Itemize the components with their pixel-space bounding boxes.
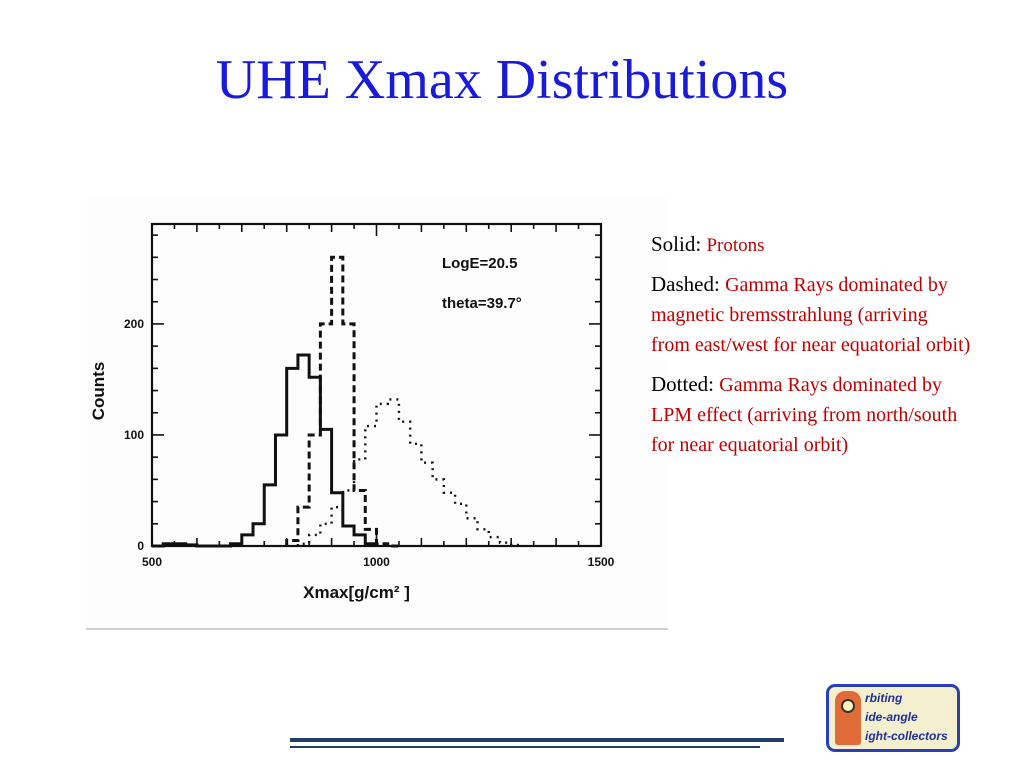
legend-description: Gamma Rays dominated by magnetic bremsst… [651, 274, 971, 356]
y-tick-label: 200 [124, 317, 144, 331]
histogram-solid-line [152, 353, 378, 548]
x-tick-label: 1500 [588, 555, 615, 569]
histogram-dashed-line [285, 255, 399, 548]
slide-title: UHE Xmax Distributions [215, 49, 789, 111]
owl-eye-icon [841, 699, 855, 713]
histogram-figure: 500 1000 1500 0 100 200 Xmax[g/cm² ] Counts LogE… [86, 196, 668, 628]
owl-logo: rbiting ide-angle ight-collectors [826, 684, 960, 752]
x-tick-label: 1000 [363, 555, 390, 569]
plot-frame [150, 222, 603, 548]
legend-item-solid: Solid: Protons [651, 230, 971, 260]
legend-description: Gamma Rays dominated by LPM effect (arri… [651, 374, 958, 456]
chart-annotation: LogE=20.5 [442, 255, 517, 272]
footer-rule-thin [290, 746, 760, 748]
y-tick-label: 100 [124, 428, 144, 442]
x-tick-label: 500 [142, 555, 162, 569]
legend-item-dashed: Dashed: Gamma Rays dominated by magnetic… [651, 270, 971, 360]
line-style-legend: Solid: Protons Dashed: Gamma Rays domina… [651, 230, 971, 470]
footer-rule [290, 738, 784, 742]
logo-line: ight-collectors [865, 729, 948, 743]
x-axis-label: Xmax[g/cm² ] [303, 583, 410, 602]
legend-style-label: Dashed: [651, 272, 720, 296]
y-tick-label: 0 [137, 539, 144, 553]
legend-style-label: Dotted: [651, 372, 714, 396]
legend-style-label: Solid: [651, 232, 702, 256]
chart-annotation: theta=39.7° [442, 295, 522, 312]
legend-item-dotted: Dotted: Gamma Rays dominated by LPM effe… [651, 370, 971, 460]
logo-line: ide-angle [865, 710, 918, 724]
histogram-chart: 500 1000 1500 0 100 200 Xmax[g/cm² ] Counts LogE… [89, 222, 615, 602]
owl-icon [835, 691, 861, 745]
legend-description: Protons [706, 235, 765, 256]
logo-line: rbiting [865, 691, 903, 705]
y-axis-label: Counts [89, 362, 108, 421]
